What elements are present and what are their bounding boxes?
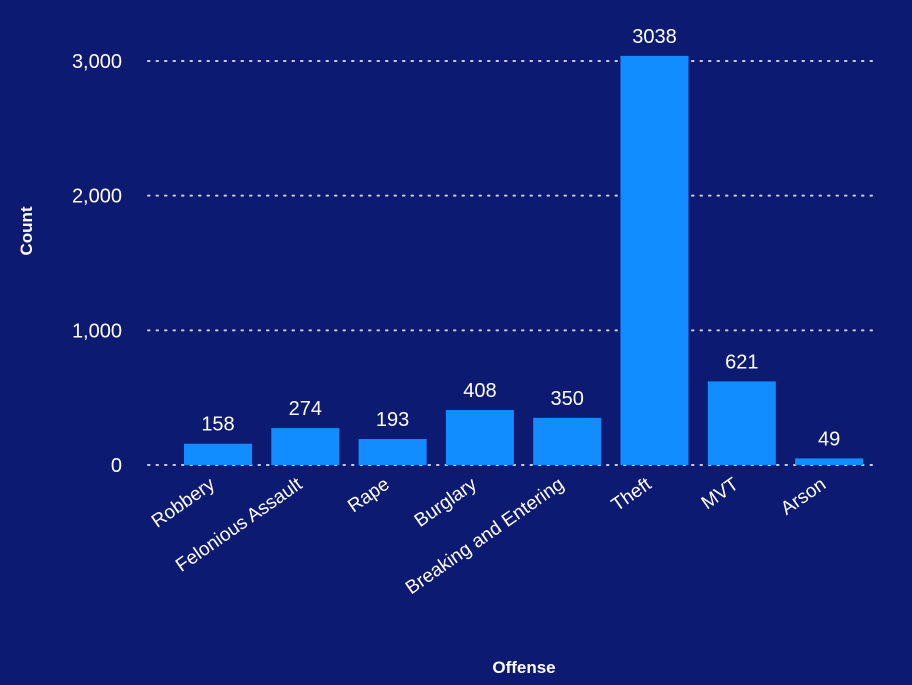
y-tick-label: 2,000 — [72, 186, 122, 208]
bar-rape[interactable] — [358, 439, 427, 465]
bar-burglary[interactable] — [445, 410, 514, 465]
data-label: 350 — [551, 388, 584, 410]
bars — [184, 55, 864, 466]
y-tick-label: 1,000 — [72, 320, 122, 342]
bar-robbery[interactable] — [184, 443, 252, 465]
x-tick-label: MVT — [698, 474, 743, 514]
data-label: 408 — [463, 380, 496, 402]
x-tick-label: Rape — [344, 474, 393, 517]
bar-felonious-assault[interactable] — [271, 428, 340, 465]
x-tick-label: Theft — [608, 473, 656, 515]
data-label: 193 — [376, 409, 409, 431]
data-label: 158 — [201, 414, 234, 436]
x-tick-label: Arson — [777, 474, 830, 520]
y-axis-title: Count — [17, 206, 36, 255]
data-label: 274 — [289, 398, 322, 420]
data-label: 49 — [818, 428, 840, 450]
bar-mvt[interactable] — [707, 381, 776, 465]
data-label: 621 — [725, 351, 758, 373]
x-tick-label: Burglary — [411, 474, 481, 532]
y-tick-label: 3,000 — [72, 51, 122, 73]
y-tick-label: 0 — [111, 455, 122, 477]
data-labels: 158 274 193 408 350 3038 621 49 — [201, 26, 840, 451]
x-tick-label: Breaking and Entering — [402, 474, 568, 599]
bar-arson[interactable] — [795, 458, 864, 465]
bar-theft[interactable] — [620, 55, 689, 466]
y-axis-ticks: 0 1,000 2,000 3,000 — [72, 51, 122, 477]
x-tick-label: Robbery — [148, 474, 219, 533]
bar-breaking-and-entering[interactable] — [533, 417, 602, 465]
data-label: 3038 — [632, 26, 677, 48]
x-axis-title: Offense — [492, 658, 555, 677]
